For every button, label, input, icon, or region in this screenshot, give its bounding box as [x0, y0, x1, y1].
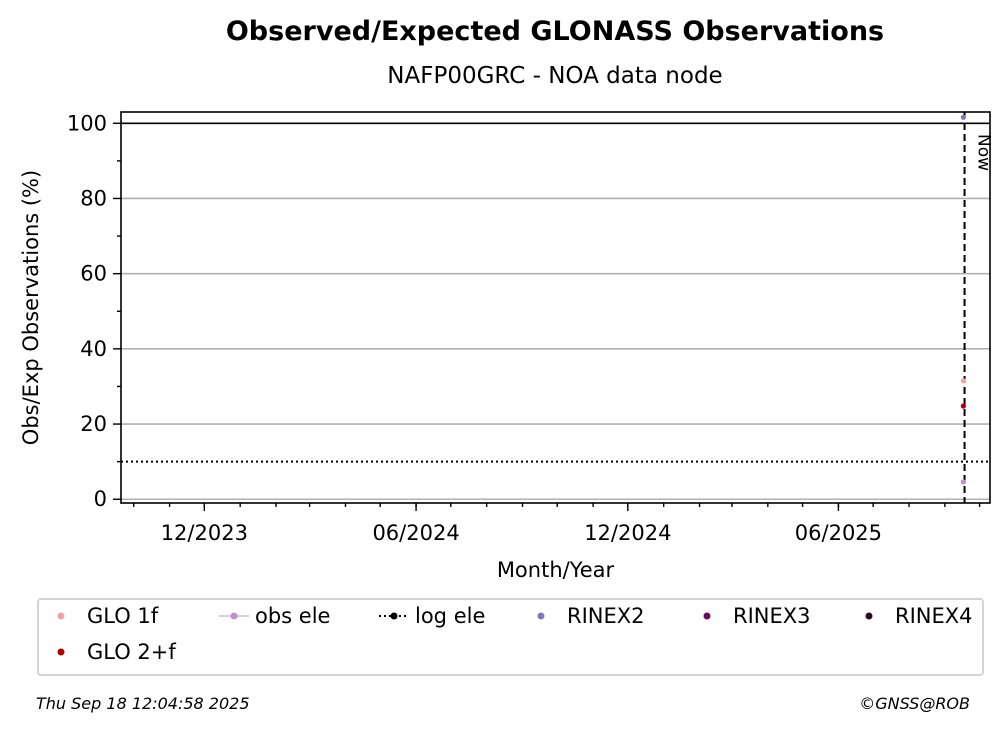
x-axis-label: Month/Year	[497, 558, 615, 582]
data-point	[960, 378, 966, 384]
y-tick-label: 0	[94, 487, 107, 511]
legend-label: GLO 2+f	[87, 640, 176, 664]
legend-marker-icon	[859, 606, 889, 626]
legend-label: RINEX4	[895, 604, 973, 628]
legend-label: GLO 1f	[87, 604, 159, 628]
data-point	[960, 114, 966, 120]
chart-plot: Now 0 20 40 60 80 100 12/2023 06/2024 12/2024 06/2…	[19, 111, 994, 582]
legend-marker-icon	[531, 606, 561, 626]
timestamp-label: Thu Sep 18 12:04:58 2025	[36, 694, 250, 713]
legend-item: RINEX3	[697, 604, 811, 628]
x-tick-label: 12/2024	[584, 521, 671, 545]
legend-marker-icon	[51, 642, 81, 662]
legend-marker-icon	[219, 606, 249, 626]
y-tick-label: 60	[80, 262, 107, 286]
legend-item: RINEX2	[531, 604, 645, 628]
legend-item: log ele	[379, 604, 485, 628]
legend-label: obs ele	[255, 604, 331, 628]
chart-subtitle: NAFP00GRC - NOA data node	[387, 63, 723, 89]
y-axis-label: Obs/Exp Observations (%)	[19, 170, 43, 445]
x-tick-label: 12/2023	[161, 521, 248, 545]
y-tick-label: 20	[80, 412, 107, 436]
legend-label: RINEX2	[567, 604, 645, 628]
legend-item: RINEX4	[859, 604, 973, 628]
data-point	[960, 479, 966, 485]
y-tick-label: 100	[67, 111, 107, 135]
chart-legend: GLO 1f obs ele log ele RINEX2 RINEX3 RINEX4 GL…	[37, 598, 984, 676]
copyright-label: ©GNSS@ROB	[859, 694, 970, 713]
chart-title: Observed/Expected GLONASS Observations	[225, 16, 885, 47]
y-tick-label: 80	[80, 186, 107, 210]
legend-marker-icon	[379, 606, 409, 626]
legend-item: obs ele	[219, 604, 330, 628]
data-point	[960, 403, 966, 409]
y-tick-label: 40	[80, 337, 107, 361]
plot-frame	[120, 111, 991, 504]
legend-label: log ele	[415, 604, 486, 628]
x-tick-label: 06/2024	[372, 521, 459, 545]
now-label: Now	[974, 134, 994, 171]
legend-item: GLO 2+f	[51, 640, 176, 664]
x-tick-label: 06/2025	[795, 521, 882, 545]
legend-item: GLO 1f	[51, 604, 158, 628]
legend-marker-icon	[697, 606, 727, 626]
legend-marker-icon	[51, 606, 81, 626]
legend-label: RINEX3	[733, 604, 811, 628]
